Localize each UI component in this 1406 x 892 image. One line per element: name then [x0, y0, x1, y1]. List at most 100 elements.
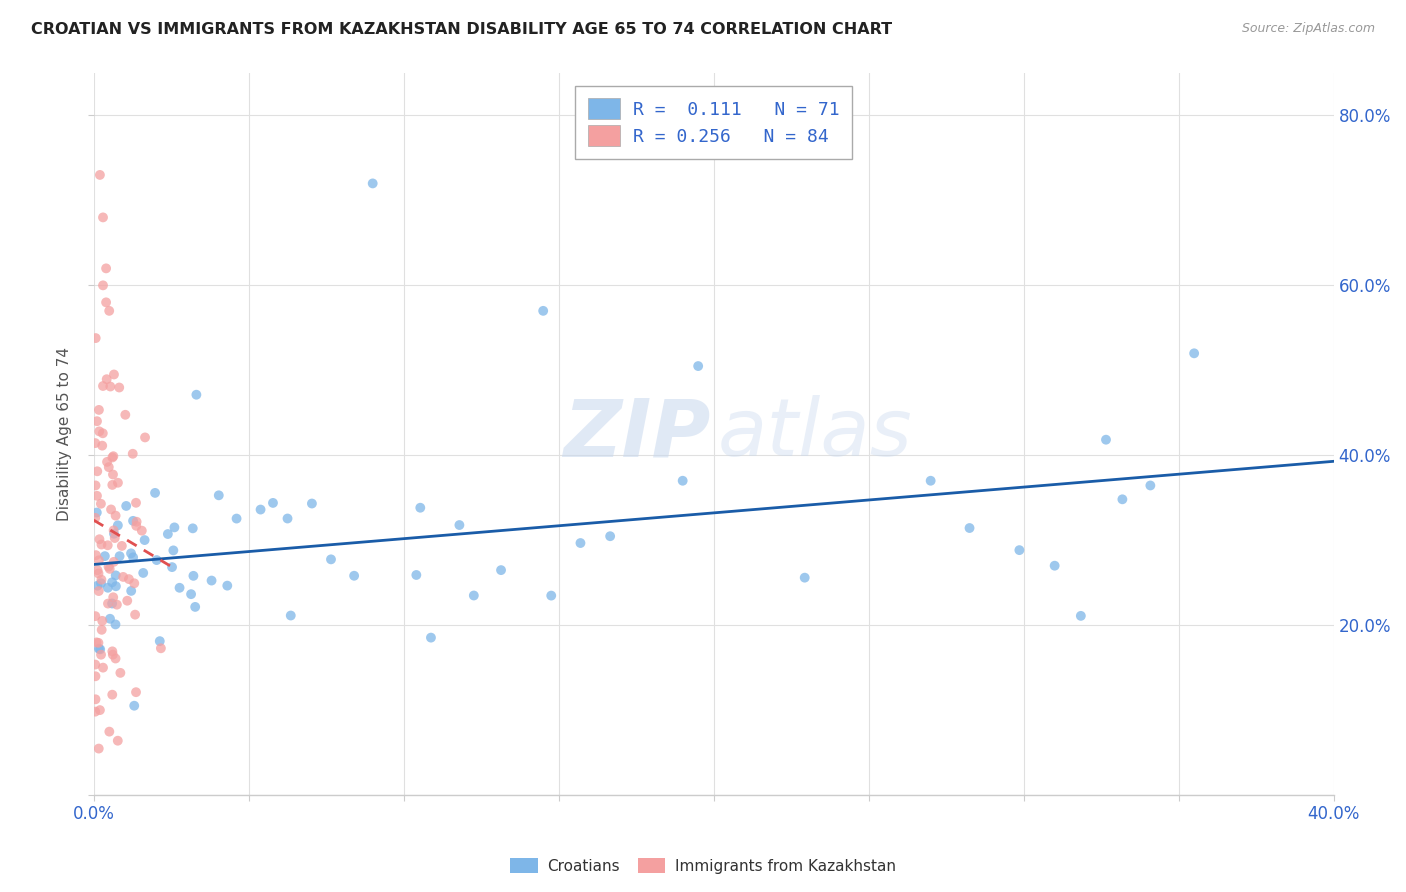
Point	[112, 570, 135, 584]
Point	[122, 698, 145, 713]
Point	[183, 569, 205, 583]
Point	[86, 563, 108, 577]
Point	[96, 455, 118, 469]
Point	[569, 536, 592, 550]
Point	[91, 660, 114, 674]
Point	[163, 520, 186, 534]
Point	[122, 514, 145, 528]
Point	[101, 648, 124, 662]
Point	[90, 623, 112, 637]
Point	[89, 642, 111, 657]
Point	[89, 425, 111, 439]
Point	[107, 733, 129, 747]
Point	[103, 591, 125, 605]
Point	[89, 703, 111, 717]
Point	[84, 478, 107, 492]
Point	[97, 559, 120, 574]
Point	[101, 597, 124, 611]
Point	[1008, 543, 1031, 558]
Point	[104, 508, 127, 523]
Point	[84, 548, 107, 562]
Point	[124, 607, 146, 622]
Point	[98, 612, 121, 626]
Text: ZIP: ZIP	[562, 395, 710, 473]
Point	[160, 560, 183, 574]
Point	[920, 474, 942, 488]
Point	[103, 555, 125, 569]
Point	[1070, 608, 1092, 623]
Point	[134, 533, 156, 547]
Point	[101, 644, 124, 658]
Point	[89, 533, 111, 547]
Point	[249, 502, 271, 516]
Text: CROATIAN VS IMMIGRANTS FROM KAZAKHSTAN DISABILITY AGE 65 TO 74 CORRELATION CHART: CROATIAN VS IMMIGRANTS FROM KAZAKHSTAN D…	[31, 22, 891, 37]
Point	[115, 499, 138, 513]
Point	[319, 552, 342, 566]
Point	[86, 464, 108, 478]
Point	[599, 529, 621, 543]
Legend: R =  0.111   N = 71, R = 0.256   N = 84: R = 0.111 N = 71, R = 0.256 N = 84	[575, 86, 852, 159]
Point	[97, 581, 120, 595]
Point	[120, 583, 142, 598]
Point	[107, 518, 129, 533]
Point	[793, 571, 815, 585]
Point	[276, 511, 298, 525]
Point	[90, 573, 112, 587]
Point	[87, 566, 110, 581]
Point	[108, 549, 131, 563]
Point	[162, 543, 184, 558]
Point	[91, 278, 114, 293]
Point	[86, 635, 108, 649]
Point	[103, 524, 125, 538]
Point	[114, 408, 136, 422]
Point	[94, 261, 117, 276]
Point	[108, 380, 131, 394]
Point	[145, 553, 167, 567]
Point	[124, 576, 146, 591]
Point	[125, 515, 148, 529]
Point	[87, 403, 110, 417]
Point	[104, 579, 127, 593]
Point	[86, 579, 108, 593]
Point	[86, 489, 108, 503]
Point	[97, 538, 120, 552]
Point	[959, 521, 981, 535]
Text: Source: ZipAtlas.com: Source: ZipAtlas.com	[1241, 22, 1375, 36]
Point	[98, 724, 121, 739]
Point	[84, 705, 107, 719]
Point	[90, 648, 112, 662]
Point	[449, 518, 471, 533]
Point	[104, 568, 127, 582]
Point	[1182, 346, 1205, 360]
Point	[118, 572, 141, 586]
Point	[103, 449, 125, 463]
Text: atlas: atlas	[717, 395, 912, 473]
Point	[180, 587, 202, 601]
Point	[84, 609, 107, 624]
Point	[91, 379, 114, 393]
Point	[120, 546, 142, 560]
Point	[84, 436, 107, 450]
Point	[107, 475, 129, 490]
Point	[90, 576, 112, 591]
Point	[104, 617, 127, 632]
Point	[531, 303, 554, 318]
Point	[117, 593, 139, 607]
Point	[280, 608, 302, 623]
Point	[96, 372, 118, 386]
Point	[125, 496, 148, 510]
Point	[91, 614, 114, 628]
Point	[97, 460, 120, 475]
Y-axis label: Disability Age 65 to 74: Disability Age 65 to 74	[58, 347, 72, 521]
Point	[84, 511, 107, 525]
Point	[169, 581, 191, 595]
Point	[87, 636, 110, 650]
Point	[688, 359, 710, 373]
Point	[89, 168, 111, 182]
Point	[86, 506, 108, 520]
Point	[121, 447, 143, 461]
Point	[405, 568, 427, 582]
Point	[125, 518, 148, 533]
Point	[97, 597, 120, 611]
Point	[225, 511, 247, 525]
